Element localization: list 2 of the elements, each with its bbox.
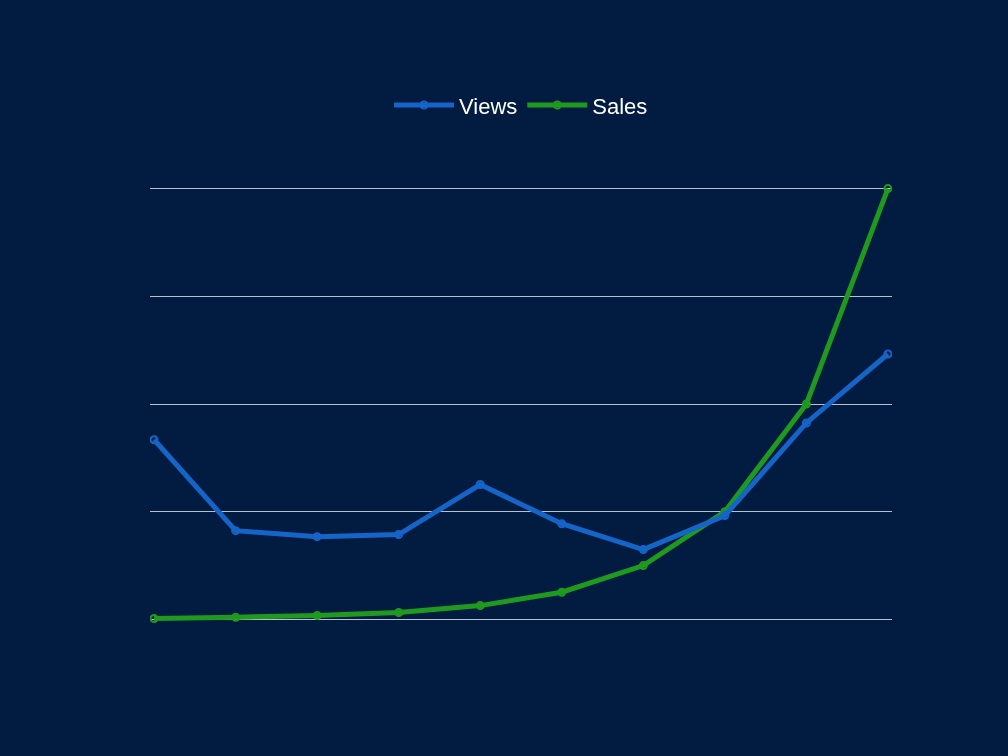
legend-label: Views [459, 93, 518, 119]
legend-label: Sales [592, 93, 648, 119]
